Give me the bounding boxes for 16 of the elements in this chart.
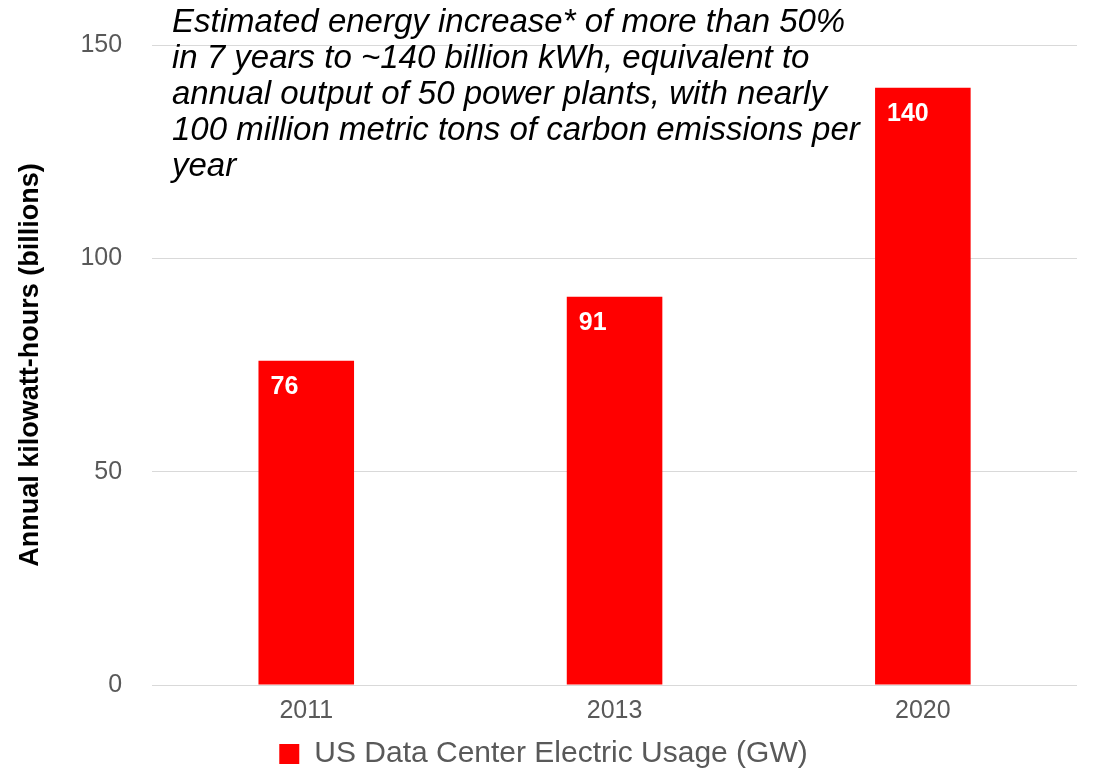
data-label: 76: [270, 371, 299, 400]
y-tick-label: 50: [94, 455, 123, 484]
annotation: Estimated energy increase* of more than 50% in 7 years to ~140 billion kWh, equivalent to annual output of 50 power plants, with nearly 100 million metric tons of carbon emissions per year: [170, 1, 862, 183]
legend-label: US Data Center Electric Usage (GW): [314, 735, 808, 769]
y-tick-label: 150: [80, 28, 123, 57]
bar: [566, 296, 663, 685]
data-label: 140: [887, 98, 929, 127]
x-tick-label: 2011: [279, 694, 334, 723]
bar: [875, 87, 971, 685]
y-tick-label: 100: [80, 242, 123, 271]
y-tick-label: 0: [108, 668, 123, 697]
bar: [258, 360, 355, 685]
x-tick-label: 2020: [895, 694, 951, 723]
data-label: 91: [578, 307, 607, 336]
x-tick-label: 2013: [586, 694, 643, 723]
y-axis-title: Annual kilowatt-hours (billions): [13, 163, 44, 567]
